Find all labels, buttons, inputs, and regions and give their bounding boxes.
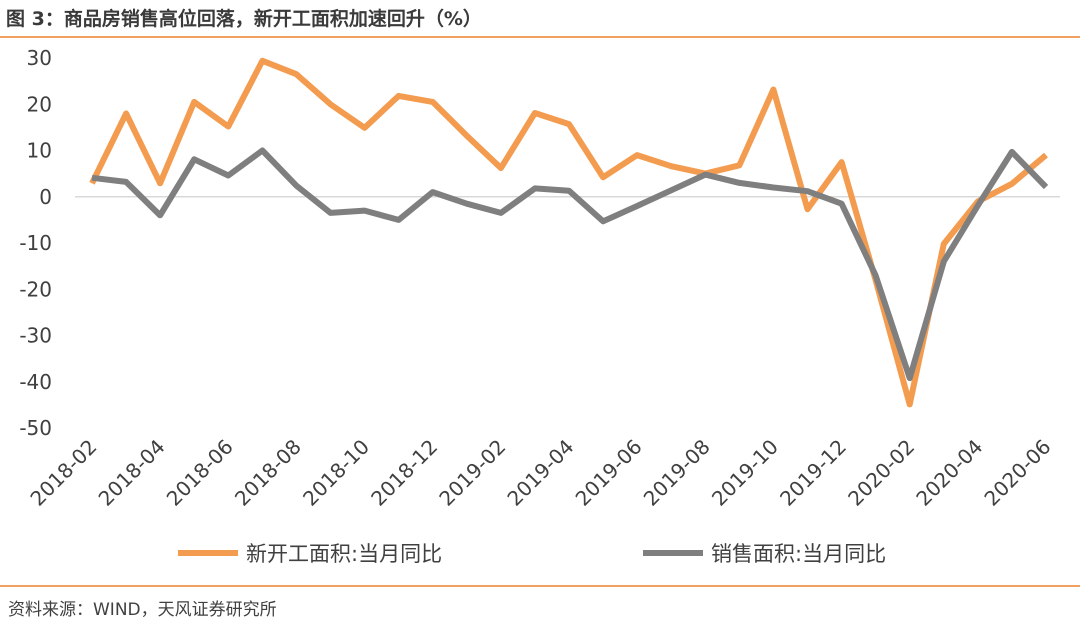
y-axis-ticks: 30 20 10 0 -10 -20 -30 -40 -50 — [19, 46, 52, 440]
x-tick-label: 2020-04 — [911, 435, 987, 511]
y-tick-label: 10 — [27, 139, 52, 163]
y-tick-label: -10 — [19, 231, 52, 255]
source-note: 资料来源：WIND，天风证券研究所 — [8, 600, 277, 620]
x-tick-label: 2018-04 — [94, 435, 170, 511]
series-lines — [89, 57, 1049, 408]
x-tick-label: 2019-12 — [775, 435, 851, 511]
y-tick-label: -20 — [19, 277, 52, 301]
legend-swatch-sales — [643, 550, 703, 556]
x-tick-label: 2018-12 — [366, 435, 442, 511]
x-tick-label: 2019-08 — [639, 435, 715, 511]
series-line-new-starts — [89, 57, 1048, 408]
legend-swatch-new-starts — [178, 550, 238, 556]
y-tick-label: -30 — [19, 324, 52, 348]
x-axis-ticks: 2018-022018-042018-062018-082018-102018-… — [25, 435, 1055, 511]
x-tick-label: 2019-02 — [434, 435, 510, 511]
y-tick-label: -40 — [19, 370, 52, 394]
x-tick-label: 2018-10 — [298, 435, 374, 511]
y-tick-label: 30 — [27, 46, 52, 70]
legend-label-new-starts: 新开工面积:当月同比 — [246, 542, 443, 566]
legend-item-new-starts: 新开工面积:当月同比 — [178, 538, 442, 568]
y-tick-label: 0 — [39, 185, 52, 209]
legend-item-sales: 销售面积:当月同比 — [643, 538, 886, 568]
x-tick-label: 2018-02 — [25, 435, 101, 511]
x-tick-label: 2020-06 — [979, 435, 1055, 511]
y-tick-label: 20 — [27, 92, 52, 116]
figure-title: 图 3：商品房销售高位回落，新开工面积加速回升（%） — [6, 8, 482, 30]
source-rule — [0, 585, 1080, 587]
x-tick-label: 2019-04 — [502, 435, 578, 511]
y-tick-label: -50 — [19, 416, 52, 440]
x-tick-label: 2020-02 — [843, 435, 919, 511]
legend-label-sales: 销售面积:当月同比 — [711, 542, 887, 566]
x-tick-label: 2018-08 — [230, 435, 306, 511]
title-rule — [0, 36, 1080, 38]
x-tick-label: 2018-06 — [162, 435, 238, 511]
x-tick-label: 2019-10 — [707, 435, 783, 511]
series-line-sales — [91, 147, 1049, 382]
x-tick-label: 2019-06 — [571, 435, 647, 511]
